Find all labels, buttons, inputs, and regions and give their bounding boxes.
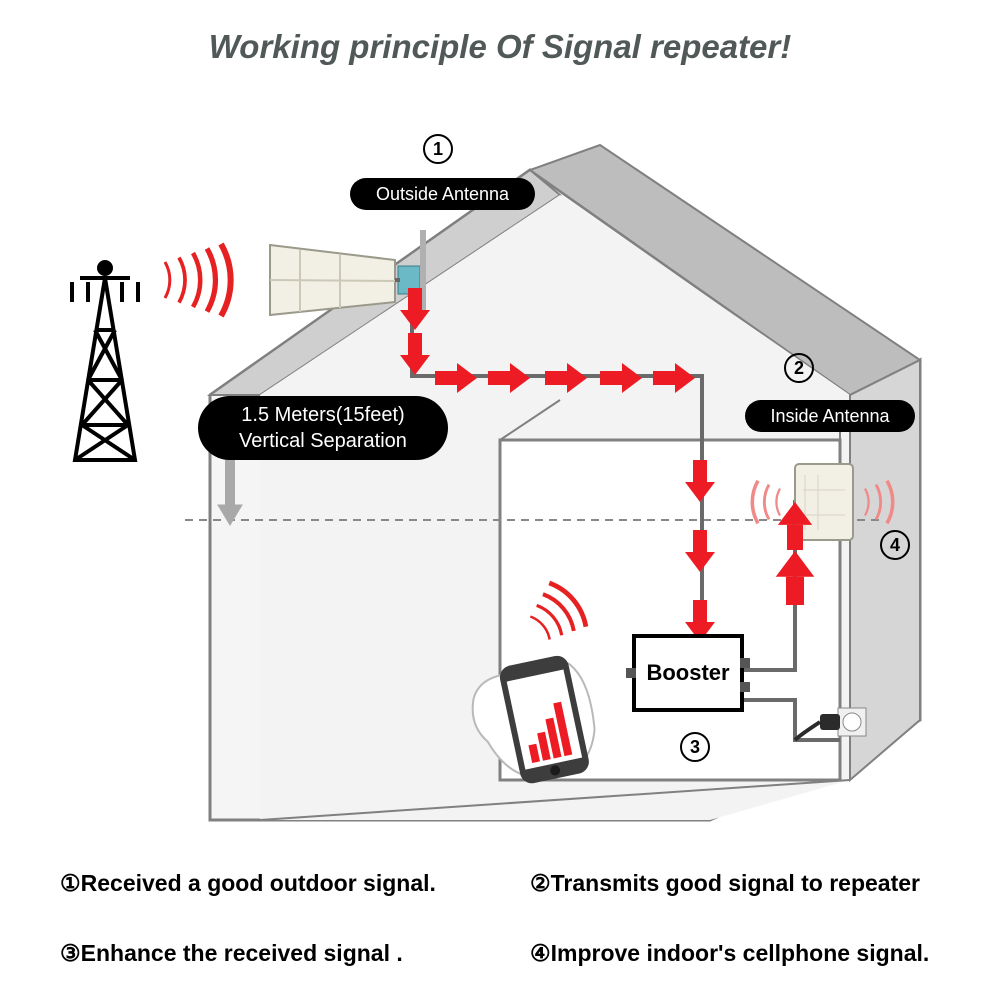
inside-antenna-label: Inside Antenna [745,400,915,432]
legend-step-3: ③Enhance the received signal . [60,940,403,967]
booster-label: Booster [646,660,729,686]
inside-antenna-icon [795,464,853,540]
step-number-1: 1 [423,134,453,164]
separation-label: 1.5 Meters(15feet) Vertical Separation [198,396,448,460]
diagram-canvas [0,0,1000,1000]
outside-antenna-label: Outside Antenna [350,178,535,210]
legend-step-2: ②Transmits good signal to repeater [530,870,920,897]
step-number-3: 3 [680,732,710,762]
booster-box: Booster [632,634,744,712]
legend-step-1: ①Received a good outdoor signal. [60,870,436,897]
tower-signal-waves [165,244,231,316]
legend-step-4: ④Improve indoor's cellphone signal. [530,940,929,967]
step-number-2: 2 [784,353,814,383]
cell-tower-icon [72,262,138,460]
step-number-4: 4 [880,530,910,560]
